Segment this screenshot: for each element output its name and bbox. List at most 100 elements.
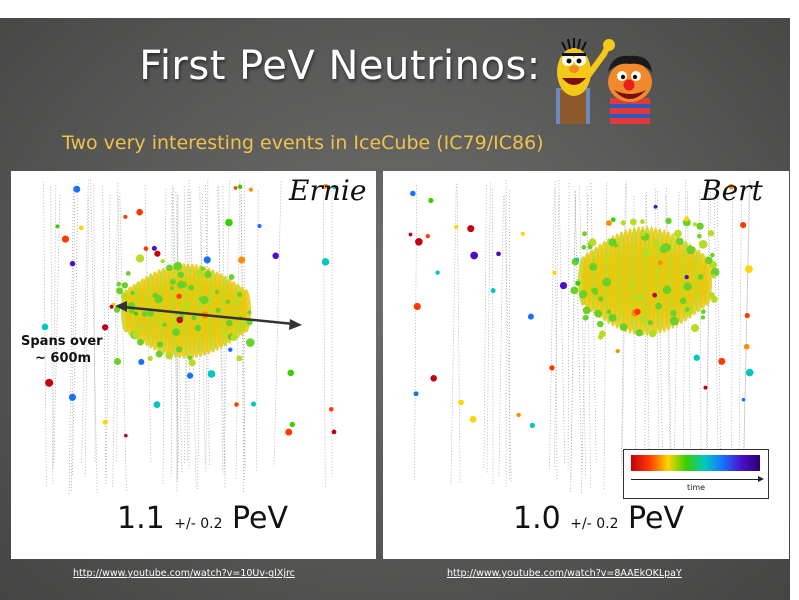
detector-string	[414, 185, 418, 482]
ernie-video-link[interactable]: http://www.youtube.com/watch?v=10Uv-glXj…	[73, 568, 295, 579]
ernie-event-display	[41, 179, 337, 495]
hit-dom	[226, 319, 233, 327]
hit-dom	[289, 421, 295, 428]
hit-dom	[130, 290, 135, 296]
hit-dom	[138, 358, 145, 365]
detector-string	[255, 190, 259, 471]
hit-dom	[705, 256, 713, 265]
hit-dom	[581, 244, 587, 250]
span-arrowhead	[115, 301, 127, 312]
detector-string	[570, 190, 576, 480]
hit-dom	[653, 204, 658, 209]
hit-dom	[490, 288, 496, 294]
detector-string	[205, 179, 209, 473]
ernie-event-name: Ernie	[289, 174, 367, 207]
hit-dom	[628, 282, 635, 289]
ernie-energy-value: 1.1	[117, 501, 165, 536]
hit-dom	[121, 282, 129, 289]
hit-dom	[61, 235, 70, 243]
detector-string	[554, 181, 558, 482]
hit-dom	[570, 286, 579, 295]
detector-string	[603, 182, 608, 491]
hit-dom	[642, 248, 651, 257]
hit-dom	[135, 254, 145, 263]
hit-dom	[125, 271, 131, 276]
hit-dom	[692, 222, 697, 227]
detector-string	[72, 183, 79, 477]
detector-string	[579, 186, 587, 478]
hit-dom	[162, 322, 167, 328]
hit-dom	[257, 223, 262, 229]
bert-energy: 1.0 +/- 0.2 PeV	[513, 501, 684, 536]
hit-dom	[589, 262, 598, 271]
detector-string	[504, 195, 512, 484]
hit-dom	[182, 300, 191, 310]
hit-dom	[745, 265, 753, 273]
hit-dom	[608, 238, 617, 247]
hit-dom	[520, 231, 525, 236]
detector-string	[53, 194, 61, 464]
detector-string	[240, 187, 245, 493]
bert-puppet	[556, 38, 615, 124]
hit-dom	[469, 415, 477, 423]
detector-string	[567, 183, 570, 469]
bert-and-ernie-illustration	[556, 38, 652, 124]
hit-dom	[458, 399, 464, 406]
span-annotation-line2: ~ 600m	[35, 351, 92, 366]
hit-dom	[200, 295, 209, 305]
hit-dom	[425, 234, 430, 239]
hit-dom	[575, 280, 581, 286]
hit-dom	[154, 250, 161, 257]
hit-dom	[710, 295, 718, 303]
hit-dom	[593, 290, 599, 296]
hit-dom	[169, 286, 174, 291]
time-legend-label: time	[686, 483, 706, 492]
bert-event-panel: Bert time 1.0 +/- 0.2 PeV	[383, 171, 789, 559]
hit-dom	[629, 218, 637, 226]
hit-dom	[428, 197, 434, 204]
hit-dom	[470, 251, 479, 260]
hit-dom	[552, 270, 557, 275]
bert-video-link[interactable]: http://www.youtube.com/watch?v=8AAEkOKLp…	[447, 568, 682, 579]
bert-event-name: Bert	[701, 174, 763, 207]
detector-string	[644, 192, 647, 494]
detector-string	[68, 186, 74, 495]
hit-dom	[582, 314, 589, 321]
hit-dom	[634, 293, 643, 302]
hit-dom	[101, 324, 109, 331]
detector-string	[93, 184, 96, 463]
span-annotation: Spans over ~ 600m	[21, 333, 103, 367]
hit-dom	[703, 385, 708, 390]
hit-dom	[700, 315, 706, 320]
time-color-legend: time	[623, 449, 769, 499]
detector-string	[71, 193, 76, 493]
detector-string	[184, 189, 189, 466]
detector-string	[738, 192, 742, 465]
hit-dom	[78, 225, 84, 231]
hit-dom	[516, 412, 521, 418]
detector-string	[558, 180, 566, 465]
hit-dom	[606, 220, 612, 226]
detector-string	[52, 185, 57, 470]
hit-dom	[153, 401, 161, 408]
hit-dom	[248, 187, 253, 192]
detector-string	[183, 186, 189, 462]
hit-dom	[684, 216, 690, 222]
hit-dom	[332, 185, 337, 190]
hit-dom	[272, 252, 279, 260]
detector-string	[707, 188, 709, 489]
hit-dom	[693, 354, 700, 361]
hit-dom	[413, 302, 421, 311]
hit-dom	[587, 244, 593, 250]
ernie-event-panel: Ernie Spans over ~ 600m 1.1 +/- 0.2 PeV	[11, 171, 376, 559]
hit-dom	[588, 238, 597, 247]
hit-dom	[657, 260, 663, 266]
span-arrowhead	[289, 319, 302, 330]
hit-dom	[246, 319, 253, 326]
hit-dom	[745, 368, 754, 377]
detector-string	[218, 186, 224, 471]
hit-dom	[608, 313, 617, 322]
hit-dom	[606, 309, 612, 315]
bert-energy-uncertainty: +/- 0.2	[570, 516, 619, 532]
detector-string	[81, 179, 89, 464]
